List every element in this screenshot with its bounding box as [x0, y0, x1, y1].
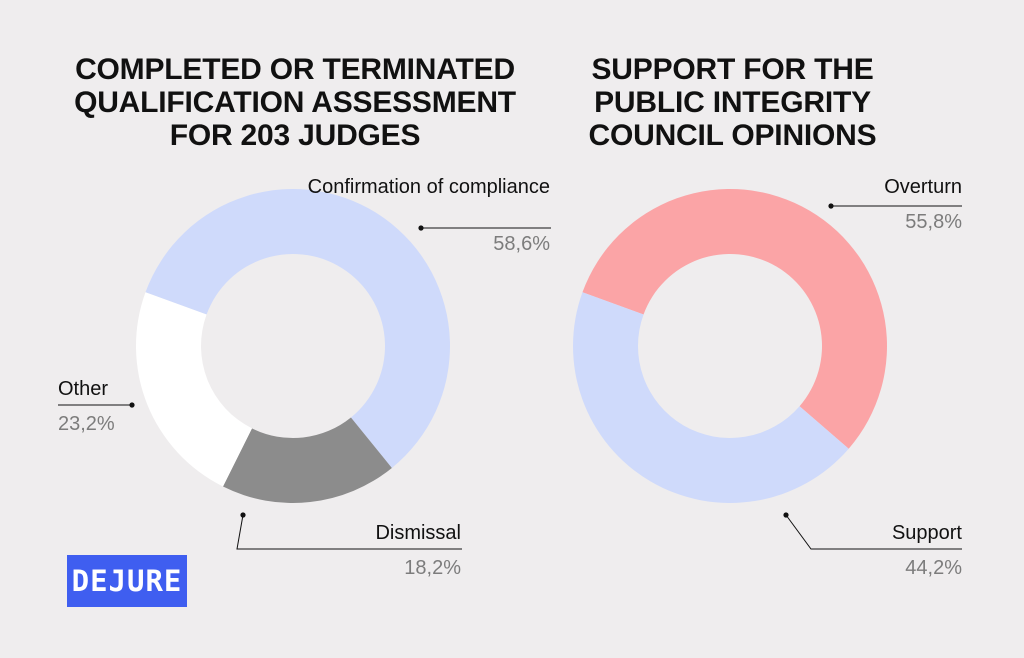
confirmation-leader-dot [418, 225, 424, 231]
slice-label-dismissal: Dismissal [375, 522, 461, 544]
overturn-leader-dot [828, 203, 834, 209]
slice-label-confirmation: Confirmation of compliance [307, 176, 550, 198]
leader-lines [58, 203, 962, 550]
slice-label-support: Support [891, 522, 962, 544]
dejure-logo: DEJURE [67, 555, 187, 607]
donut-chart-2 [573, 188, 888, 503]
slice-value-overturn: 55,8% [905, 211, 962, 233]
chart-2-slice-overturn [582, 188, 888, 449]
support-leader-dot [783, 512, 789, 518]
chart-2-slice-support [573, 292, 849, 503]
dismissal-leader-dot [240, 512, 246, 518]
dismissal-leader-line [236, 514, 462, 550]
support-leader-line [785, 514, 962, 550]
slice-label-other: Other [58, 378, 109, 400]
chart-1-title: COMPLETED OR TERMINATED QUALIFICATION AS… [74, 53, 516, 152]
slice-label-overturn: Overturn [884, 176, 962, 198]
slice-value-confirmation: 58,6% [493, 233, 550, 255]
slice-value-dismissal: 18,2% [404, 557, 461, 579]
donut-chart-1 [135, 189, 450, 503]
chart-1-slice-other [135, 292, 252, 487]
chart-1-slice-dismissal [222, 417, 392, 503]
chart-1-slice-confirmation-of-compliance [145, 189, 450, 468]
chart-2-title: SUPPORT FOR THE PUBLIC INTEGRITY COUNCIL… [588, 53, 877, 152]
other-leader-dot [129, 402, 135, 408]
slice-value-support: 44,2% [905, 557, 962, 579]
slice-value-other: 23,2% [58, 413, 115, 435]
